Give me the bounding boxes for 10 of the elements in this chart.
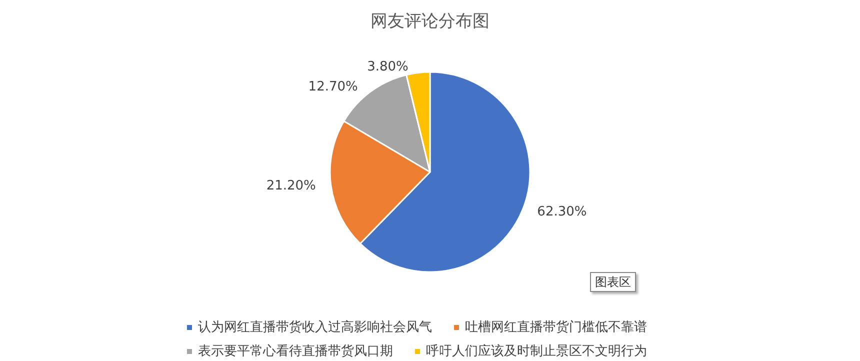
data-label: 21.20% (266, 178, 316, 194)
legend-label: 呼吁人们应该及时制止景区不文明行为 (426, 343, 647, 359)
legend-label: 吐槽网红直播带货门槛低不靠谱 (465, 319, 647, 335)
data-label: 3.80% (367, 59, 408, 74)
data-label: 62.30% (537, 204, 587, 220)
legend-label: 认为网红直播带货收入过高影响社会风气 (198, 319, 432, 335)
chart-title: 网友评论分布图 (370, 12, 490, 32)
text: 图表区 (595, 275, 631, 289)
legend-label: 表示要平常心看待直播带货风口期 (198, 343, 393, 359)
data-label: 12.70% (308, 79, 358, 94)
